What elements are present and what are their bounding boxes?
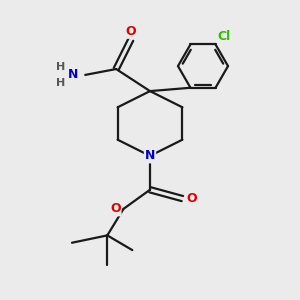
Text: N: N: [145, 149, 155, 162]
Text: H: H: [56, 62, 66, 72]
Text: N: N: [68, 68, 79, 81]
Text: O: O: [125, 25, 136, 38]
Text: O: O: [110, 202, 121, 215]
Text: O: O: [186, 192, 196, 205]
Text: Cl: Cl: [218, 30, 231, 43]
Text: H: H: [56, 78, 66, 88]
